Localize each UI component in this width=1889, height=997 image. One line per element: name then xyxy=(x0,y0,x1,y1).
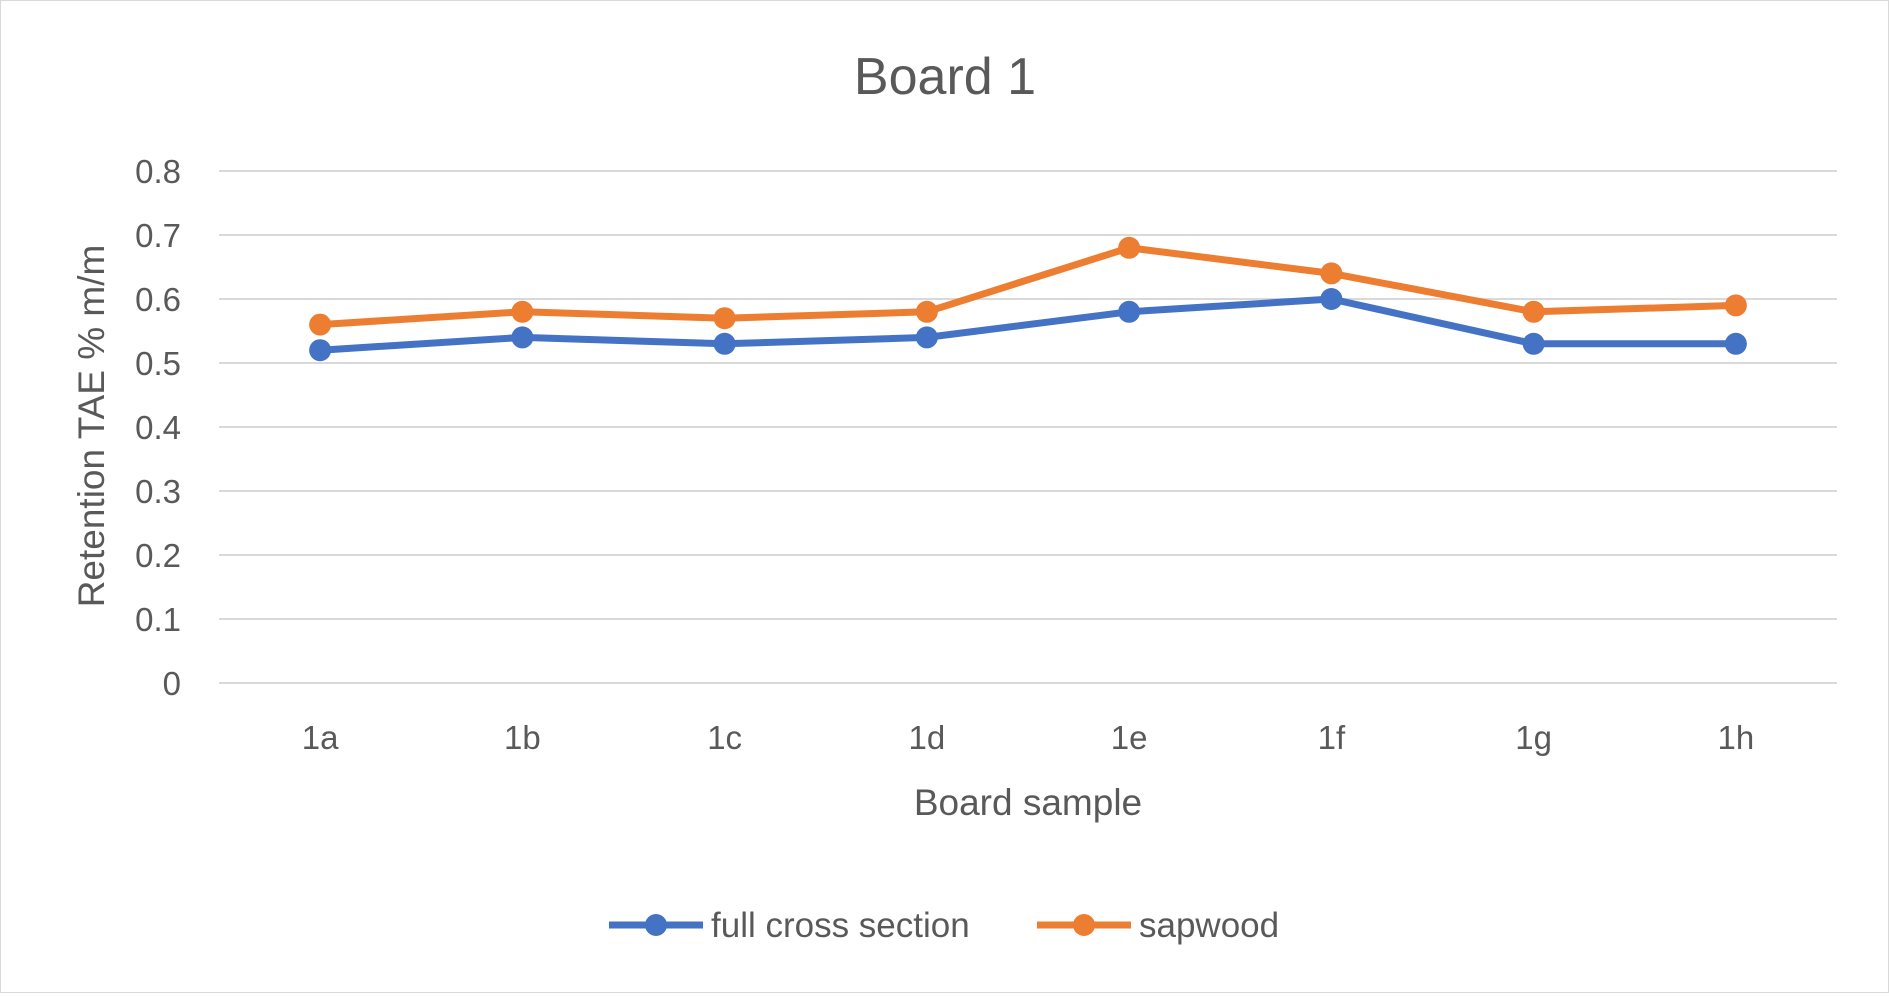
series-1 xyxy=(309,288,1747,362)
y-tick-label: 0.7 xyxy=(135,217,181,254)
y-tick-label: 0.5 xyxy=(135,345,181,382)
series-2 xyxy=(309,236,1747,336)
legend-item: sapwood xyxy=(1037,906,1279,945)
x-tick-label: 1b xyxy=(504,719,541,756)
chart-title: Board 1 xyxy=(854,48,1036,106)
data-point xyxy=(1724,294,1747,317)
x-tick-label: 1g xyxy=(1515,719,1552,756)
y-tick-label: 0.1 xyxy=(135,601,181,638)
data-point xyxy=(1320,262,1343,285)
x-tick-label: 1h xyxy=(1718,719,1755,756)
data-point xyxy=(309,339,332,362)
legend: full cross section sapwood xyxy=(609,906,1279,945)
y-axis-tick-labels: 0 0.1 0.2 0.3 0.4 0.5 0.6 0.7 0.8 xyxy=(135,153,181,702)
data-point xyxy=(1522,300,1545,323)
data-point xyxy=(511,300,534,323)
x-axis-tick-labels: 1a 1b 1c 1d 1e 1f 1g 1h xyxy=(302,719,1754,756)
legend-label: full cross section xyxy=(711,906,970,945)
x-axis-title: Board sample xyxy=(914,782,1142,823)
data-point xyxy=(1522,332,1545,355)
y-tick-label: 0.6 xyxy=(135,281,181,318)
x-tick-label: 1c xyxy=(707,719,742,756)
series-line xyxy=(316,244,1740,329)
data-point xyxy=(1118,300,1141,323)
legend-marker xyxy=(645,914,667,936)
data-point xyxy=(713,307,736,330)
y-tick-label: 0.8 xyxy=(135,153,181,190)
data-point xyxy=(309,313,332,336)
y-axis-title: Retention TAE % m/m xyxy=(71,245,112,608)
legend-item: full cross section xyxy=(609,906,970,945)
x-tick-label: 1e xyxy=(1111,719,1148,756)
data-point xyxy=(1118,236,1141,259)
y-tick-label: 0.2 xyxy=(135,537,181,574)
data-point xyxy=(1724,332,1747,355)
gridlines xyxy=(219,170,1837,684)
data-point xyxy=(713,332,736,355)
data-point xyxy=(915,300,938,323)
x-tick-label: 1a xyxy=(302,719,339,756)
data-point xyxy=(1320,288,1343,310)
y-tick-label: 0.4 xyxy=(135,409,181,446)
data-point xyxy=(915,326,938,349)
data-point xyxy=(511,326,534,349)
legend-label: sapwood xyxy=(1139,906,1279,945)
legend-marker xyxy=(1073,914,1095,936)
y-tick-label: 0 xyxy=(163,665,181,702)
series-lines xyxy=(309,236,1747,362)
x-tick-label: 1d xyxy=(909,719,946,756)
y-tick-label: 0.3 xyxy=(135,473,181,510)
series-line xyxy=(316,295,1740,354)
x-tick-label: 1f xyxy=(1318,719,1346,756)
